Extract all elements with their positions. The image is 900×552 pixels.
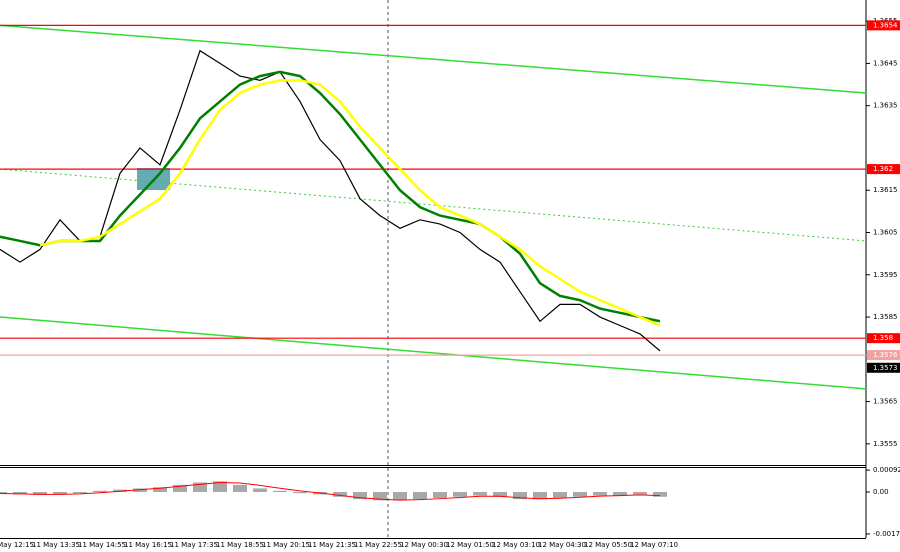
x-tick-label: 12 May 05:50 bbox=[584, 541, 632, 549]
moving-average bbox=[39, 79, 661, 327]
x-tick-label: 11 May 22:55 bbox=[354, 541, 402, 549]
x-tick-label: 11 May 14:55 bbox=[78, 541, 126, 549]
histogram-bar bbox=[33, 492, 47, 495]
y-tick-label: 1.3555 bbox=[873, 440, 898, 448]
level-label: 1.3654 bbox=[873, 21, 898, 29]
x-tick-label: 11 May 13:35 bbox=[32, 541, 80, 549]
x-tick-label: 11 May 12:15 bbox=[0, 541, 34, 549]
current-price-box bbox=[867, 362, 900, 373]
y-tick-label: 1.3635 bbox=[873, 102, 898, 110]
y-tick-label: 1.3595 bbox=[873, 271, 898, 279]
histogram-bar bbox=[433, 492, 447, 498]
histogram-bar bbox=[553, 492, 567, 498]
histogram-bar bbox=[53, 492, 67, 495]
y-tick-label: 1.3645 bbox=[873, 59, 898, 67]
channel-line bbox=[0, 316, 867, 390]
histogram-bar bbox=[473, 492, 487, 496]
level-label: 1.3576 bbox=[873, 351, 898, 359]
level-label-box bbox=[867, 333, 900, 344]
y-tick-label: 1.3585 bbox=[873, 313, 898, 321]
histogram-bar bbox=[133, 488, 147, 493]
level-label: 1.362 bbox=[873, 165, 893, 173]
histogram-bar bbox=[373, 492, 387, 501]
histogram-bar bbox=[613, 492, 627, 496]
moving-average bbox=[0, 70, 661, 323]
x-tick-label: 12 May 07:10 bbox=[630, 541, 678, 549]
channel-line bbox=[0, 24, 867, 94]
y-tick-label: 0.00 bbox=[873, 488, 889, 496]
y-tick-label: -0.00176 bbox=[873, 530, 900, 538]
x-tick-label: 11 May 16:15 bbox=[124, 541, 172, 549]
signal-line bbox=[0, 481, 661, 501]
histogram-bar bbox=[153, 487, 167, 493]
y-tick-label: 0.00092 bbox=[873, 466, 900, 474]
histogram-bar bbox=[0, 492, 7, 494]
histogram-bar bbox=[13, 492, 27, 495]
histogram-bar bbox=[453, 492, 467, 497]
level-label-box bbox=[867, 20, 900, 31]
x-tick-label: 12 May 04:30 bbox=[538, 541, 586, 549]
histogram-bar bbox=[493, 492, 507, 497]
histogram-bar bbox=[173, 484, 187, 493]
histogram-bar bbox=[513, 492, 527, 500]
histogram-bar bbox=[653, 492, 667, 497]
histogram-bar bbox=[73, 492, 87, 494]
level-label: 1.358 bbox=[873, 334, 893, 342]
histogram-bar bbox=[593, 492, 607, 496]
x-tick-label: 12 May 01:50 bbox=[446, 541, 494, 549]
histogram-bar bbox=[393, 492, 407, 501]
histogram-bar bbox=[273, 490, 287, 493]
histogram-bar bbox=[93, 490, 107, 493]
x-tick-label: 11 May 18:55 bbox=[216, 541, 264, 549]
histogram-bar bbox=[533, 492, 547, 500]
level-label-box bbox=[867, 350, 900, 361]
histogram-bar bbox=[353, 492, 367, 500]
price-line bbox=[0, 49, 661, 352]
x-tick-label: 12 May 03:10 bbox=[492, 541, 540, 549]
histogram-bar bbox=[633, 492, 647, 495]
x-tick-label: 12 May 00:30 bbox=[400, 541, 448, 549]
y-tick-label: 1.3615 bbox=[873, 186, 898, 194]
histogram-bar bbox=[573, 492, 587, 497]
histogram-bar bbox=[213, 481, 227, 493]
y-tick-label: 1.3605 bbox=[873, 229, 898, 237]
histogram-bar bbox=[193, 482, 207, 493]
x-tick-label: 11 May 20:15 bbox=[262, 541, 310, 549]
histogram-bar bbox=[253, 488, 267, 493]
histogram-bar bbox=[333, 492, 347, 497]
y-tick-label: 1.3565 bbox=[873, 398, 898, 406]
histogram-bar bbox=[233, 484, 247, 493]
histogram-bar bbox=[293, 492, 307, 494]
current-price-label: 1.3573 bbox=[873, 364, 898, 372]
level-label-box bbox=[867, 164, 900, 175]
x-tick-label: 11 May 21:35 bbox=[308, 541, 356, 549]
x-tick-label: 11 May 17:35 bbox=[170, 541, 218, 549]
histogram-bar bbox=[413, 492, 427, 500]
